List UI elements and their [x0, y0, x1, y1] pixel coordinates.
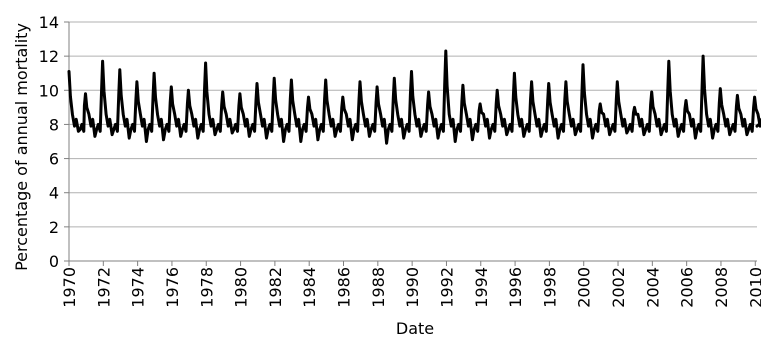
- y-tick-label: 12: [39, 47, 59, 66]
- series-line: [67, 49, 761, 145]
- axes: [64, 21, 757, 266]
- x-tick-label: 2000: [575, 267, 594, 308]
- x-tick-label: 2008: [712, 267, 731, 308]
- y-axis-title: Percentage of annual mortality: [12, 23, 31, 271]
- x-tick-label: 1982: [266, 267, 285, 308]
- x-tick-label: 2010: [746, 267, 761, 308]
- x-tick-label: 1980: [232, 267, 251, 308]
- x-tick-label: 1974: [129, 267, 148, 308]
- x-tick-label: 1976: [163, 267, 182, 308]
- x-tick-label: 1990: [403, 267, 422, 308]
- x-tick-label: 1998: [540, 267, 559, 308]
- x-tick-label: 1984: [300, 267, 319, 308]
- y-tick-label: 10: [39, 81, 59, 100]
- x-tick-label: 2002: [609, 267, 628, 308]
- x-tick-label: 1970: [60, 267, 79, 308]
- y-tick-label: 8: [49, 115, 59, 134]
- x-tick-label: 2006: [678, 267, 697, 308]
- x-tick-label: 1978: [197, 267, 216, 308]
- y-tick-label: 2: [49, 218, 59, 237]
- y-tick-labels: 0 2 4 6 8 10 12 14: [39, 13, 59, 271]
- x-tick-label: 1992: [437, 267, 456, 308]
- x-tick-label: 2004: [643, 267, 662, 308]
- x-tick-label: 1986: [335, 267, 354, 308]
- x-tick-labels: 1970 1972 1974 1976 1978 1980 1982 1984 1986 1988…: [60, 267, 761, 308]
- y-tick-label: 4: [49, 184, 59, 203]
- x-tick-label: 1988: [369, 267, 388, 308]
- x-tick-label: 1994: [472, 267, 491, 308]
- x-tick-label: 1972: [94, 267, 113, 308]
- x-tick-label: 1996: [506, 267, 525, 308]
- gridlines: [69, 21, 757, 228]
- y-tick-label: 14: [39, 13, 59, 32]
- y-tick-label: 0: [49, 252, 59, 271]
- y-tick-label: 6: [49, 150, 59, 169]
- x-axis-title: Date: [396, 319, 434, 338]
